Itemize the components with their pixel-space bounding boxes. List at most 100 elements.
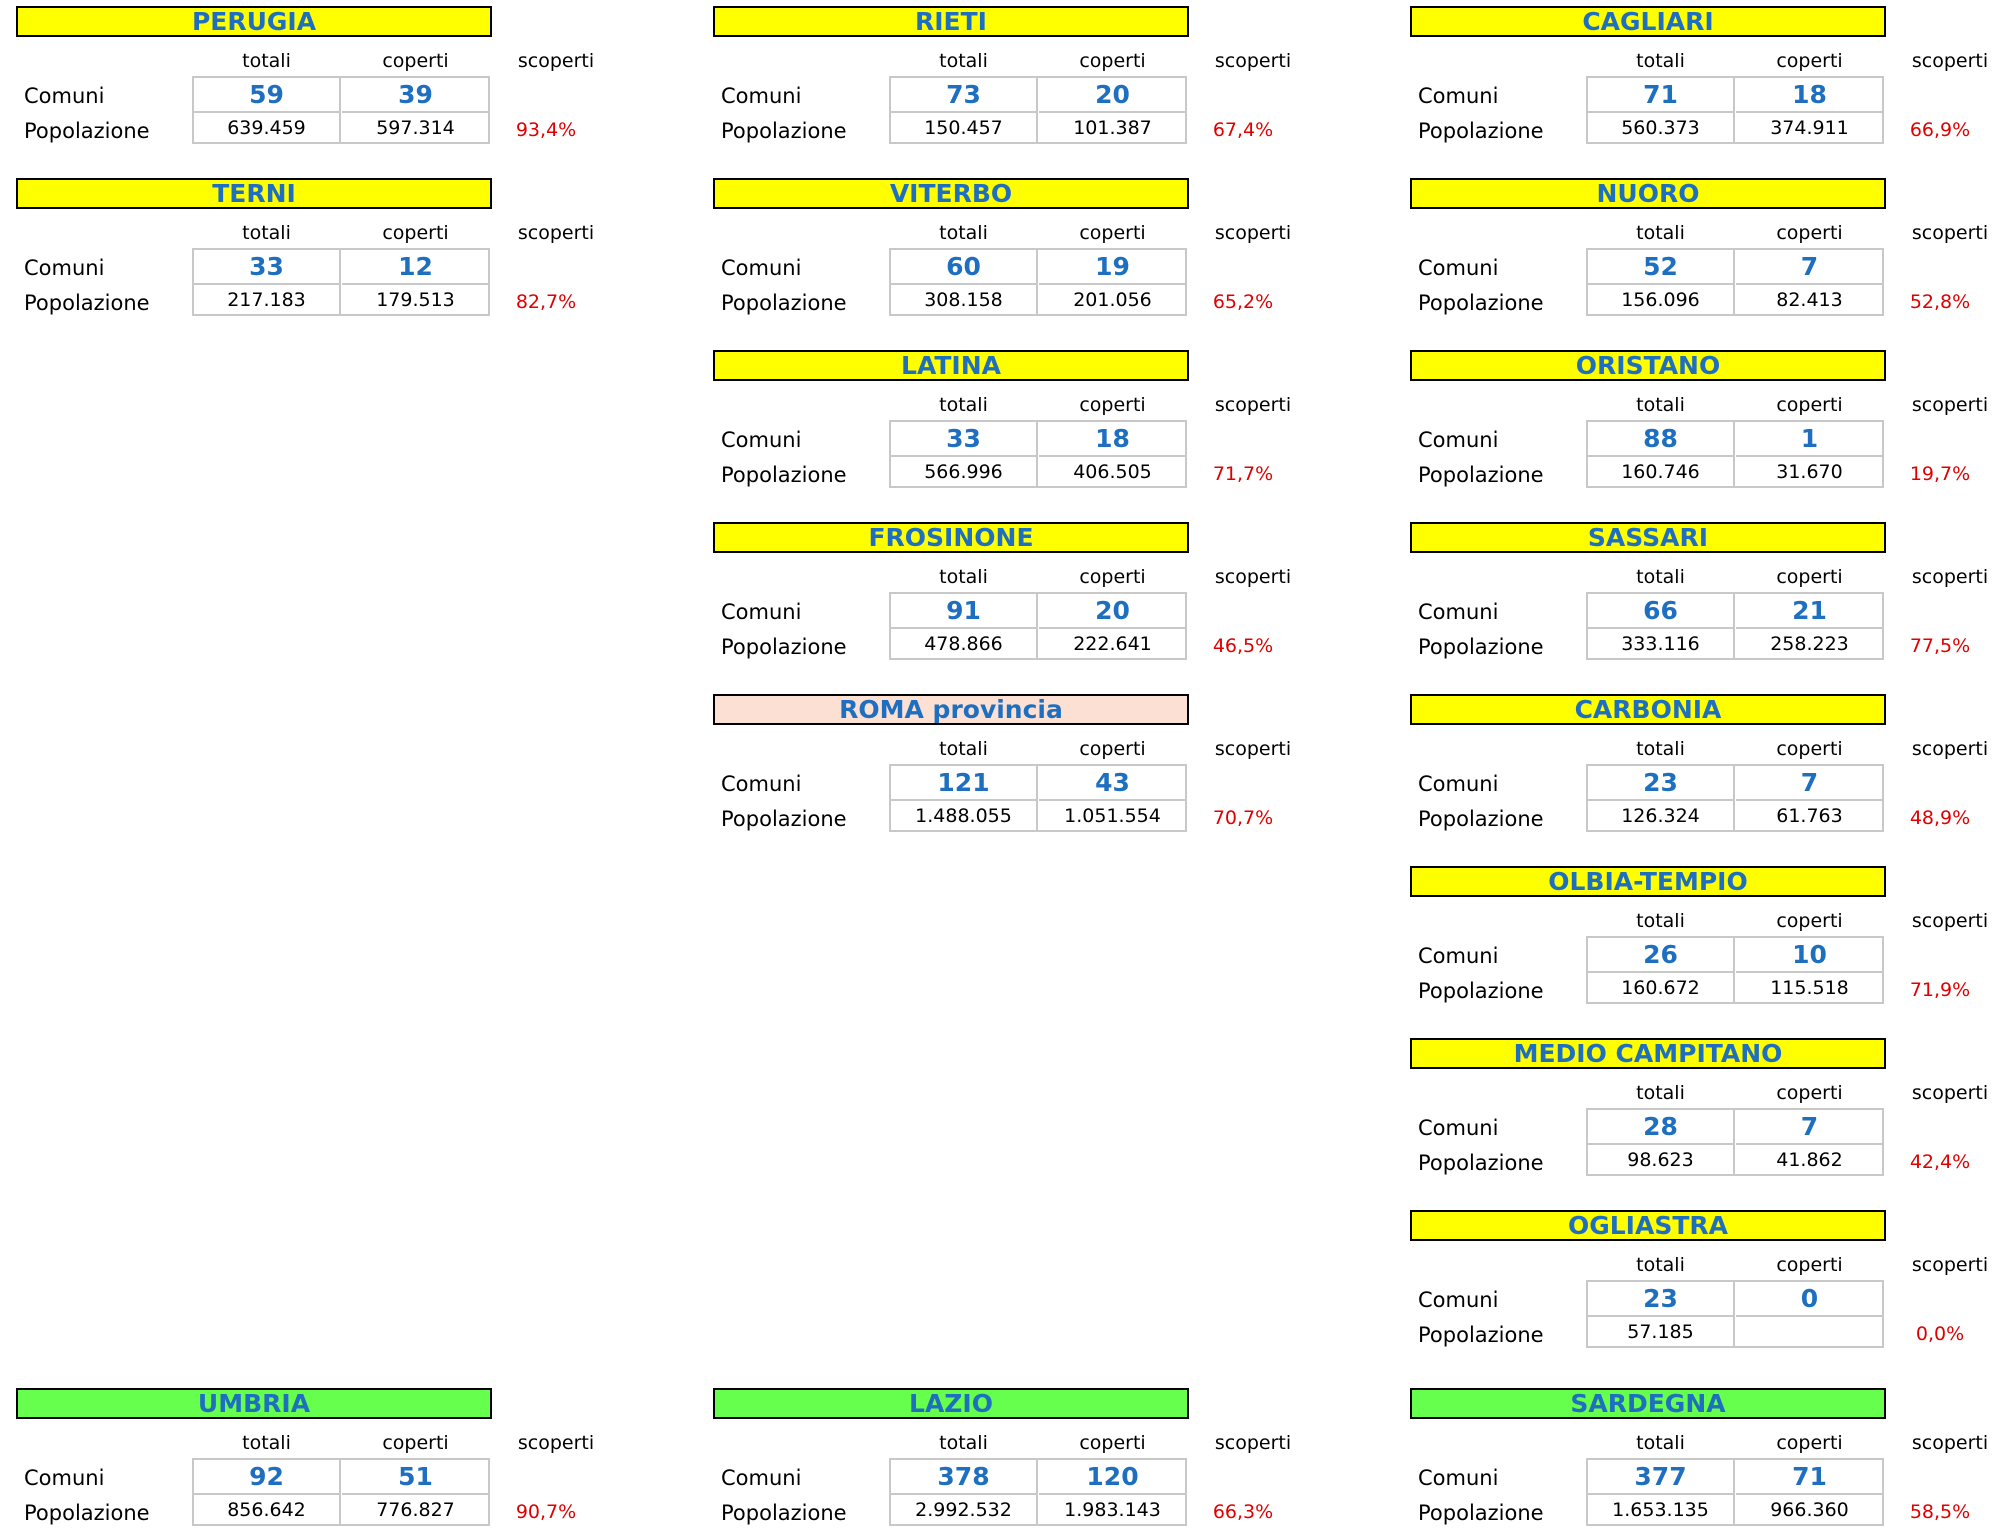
comuni-totali: 60 — [891, 250, 1038, 283]
popolazione-coperti: 406.505 — [1039, 455, 1186, 487]
col-header-scoperti: scoperti — [1214, 566, 1292, 588]
row-label-comuni: Comuni — [721, 84, 802, 108]
panel-title: TERNI — [16, 178, 492, 209]
comuni-totali: 92 — [194, 1460, 341, 1493]
col-header-totali: totali — [939, 394, 988, 416]
comuni-coperti: 1 — [1800, 424, 1819, 453]
row-label-comuni: Comuni — [721, 256, 802, 280]
comuni-totali: 91 — [891, 594, 1038, 627]
popolazione-totali: 2.992.532 — [891, 1493, 1038, 1525]
popolazione-coperti: 597.314 — [342, 111, 489, 143]
popolazione-totali: 566.996 — [891, 455, 1038, 487]
comuni-totali: 23 — [1588, 1282, 1735, 1315]
panel-title: UMBRIA — [16, 1388, 492, 1419]
col-header-totali: totali — [939, 566, 988, 588]
row-label-comuni: Comuni — [721, 772, 802, 796]
col-header-coperti: coperti — [382, 222, 449, 244]
comuni-totali: 73 — [891, 78, 1038, 111]
row-label-comuni: Comuni — [721, 428, 802, 452]
row-label-comuni: Comuni — [24, 1466, 105, 1490]
panel-title: LAZIO — [713, 1388, 1189, 1419]
row-label-popolazione: Popolazione — [1418, 1151, 1544, 1175]
panel-title: RIETI — [713, 6, 1189, 37]
comuni-coperti: 51 — [398, 1462, 433, 1491]
col-header-coperti: coperti — [1079, 222, 1146, 244]
panel-title: CAGLIARI — [1410, 6, 1886, 37]
comuni-coperti: 7 — [1800, 252, 1819, 281]
comuni-totali: 71 — [1588, 78, 1735, 111]
panel-lazio: LAZIO totali coperti scoperti Comuni Pop… — [713, 1388, 1313, 1528]
col-header-scoperti: scoperti — [1911, 1254, 1989, 1276]
comuni-totali: 28 — [1588, 1110, 1735, 1143]
popolazione-coperti: 776.827 — [342, 1493, 489, 1525]
values-grid: 73 20 150.457 101.387 — [889, 76, 1187, 144]
popolazione-totali: 98.623 — [1588, 1143, 1735, 1175]
col-header-coperti: coperti — [1079, 394, 1146, 416]
comuni-coperti: 21 — [1792, 596, 1827, 625]
panel-rieti: RIETI totali coperti scoperti Comuni Pop… — [713, 6, 1313, 146]
row-label-comuni: Comuni — [1418, 1466, 1499, 1490]
comuni-totali: 26 — [1588, 938, 1735, 971]
panel-title: OLBIA-TEMPIO — [1410, 866, 1886, 897]
row-label-popolazione: Popolazione — [721, 635, 847, 659]
panel-frosinone: FROSINONE totali coperti scoperti Comuni… — [713, 522, 1313, 662]
values-grid: 91 20 478.866 222.641 — [889, 592, 1187, 660]
col-header-coperti: coperti — [1079, 50, 1146, 72]
scoperti-percent: 67,4% — [1212, 119, 1274, 141]
comuni-totali: 88 — [1588, 422, 1735, 455]
row-label-popolazione: Popolazione — [24, 291, 150, 315]
panel-medio-campitano: MEDIO CAMPITANO totali coperti scoperti … — [1410, 1038, 2000, 1178]
panel-title: LATINA — [713, 350, 1189, 381]
panel-olbia-tempio: OLBIA-TEMPIO totali coperti scoperti Com… — [1410, 866, 2000, 1006]
col-header-coperti: coperti — [1776, 222, 1843, 244]
scoperti-percent: 46,5% — [1212, 635, 1274, 657]
row-label-popolazione: Popolazione — [721, 463, 847, 487]
scoperti-percent: 66,3% — [1212, 1501, 1274, 1523]
col-header-scoperti: scoperti — [517, 50, 595, 72]
comuni-coperti: 19 — [1095, 252, 1130, 281]
row-label-comuni: Comuni — [1418, 1288, 1499, 1312]
comuni-coperti: 18 — [1792, 80, 1827, 109]
panel-title: ORISTANO — [1410, 350, 1886, 381]
row-label-comuni: Comuni — [1418, 772, 1499, 796]
row-label-comuni: Comuni — [1418, 1116, 1499, 1140]
values-grid: 23 7 126.324 61.763 — [1586, 764, 1884, 832]
values-grid: 378 120 2.992.532 1.983.143 — [889, 1458, 1187, 1526]
scoperti-percent: 58,5% — [1909, 1501, 1971, 1523]
row-label-comuni: Comuni — [24, 84, 105, 108]
col-header-totali: totali — [939, 738, 988, 760]
panel-title: SARDEGNA — [1410, 1388, 1886, 1419]
popolazione-totali: 57.185 — [1588, 1315, 1735, 1347]
col-header-coperti: coperti — [1079, 1432, 1146, 1454]
comuni-coperti: 18 — [1095, 424, 1130, 453]
comuni-coperti: 20 — [1095, 80, 1130, 109]
col-header-totali: totali — [1636, 1432, 1685, 1454]
popolazione-coperti: 82.413 — [1736, 283, 1883, 315]
comuni-coperti: 12 — [398, 252, 433, 281]
col-header-scoperti: scoperti — [1911, 394, 1989, 416]
panel-viterbo: VITERBO totali coperti scoperti Comuni P… — [713, 178, 1313, 318]
row-label-comuni: Comuni — [1418, 84, 1499, 108]
col-header-scoperti: scoperti — [1911, 222, 1989, 244]
panel-perugia: PERUGIA totali coperti scoperti Comuni P… — [16, 6, 616, 146]
popolazione-totali: 160.746 — [1588, 455, 1735, 487]
popolazione-coperti: 101.387 — [1039, 111, 1186, 143]
comuni-totali: 33 — [891, 422, 1038, 455]
col-header-scoperti: scoperti — [1214, 738, 1292, 760]
panel-title: FROSINONE — [713, 522, 1189, 553]
values-grid: 71 18 560.373 374.911 — [1586, 76, 1884, 144]
values-grid: 59 39 639.459 597.314 — [192, 76, 490, 144]
panel-cagliari: CAGLIARI totali coperti scoperti Comuni … — [1410, 6, 2000, 146]
row-label-comuni: Comuni — [721, 600, 802, 624]
scoperti-percent: 0,0% — [1915, 1323, 1965, 1345]
row-label-popolazione: Popolazione — [1418, 979, 1544, 1003]
col-header-totali: totali — [1636, 566, 1685, 588]
scoperti-percent: 66,9% — [1909, 119, 1971, 141]
col-header-scoperti: scoperti — [1214, 1432, 1292, 1454]
col-header-totali: totali — [242, 1432, 291, 1454]
col-header-totali: totali — [1636, 1254, 1685, 1276]
col-header-totali: totali — [1636, 1082, 1685, 1104]
col-header-totali: totali — [1636, 50, 1685, 72]
row-label-popolazione: Popolazione — [1418, 635, 1544, 659]
col-header-coperti: coperti — [1776, 1432, 1843, 1454]
